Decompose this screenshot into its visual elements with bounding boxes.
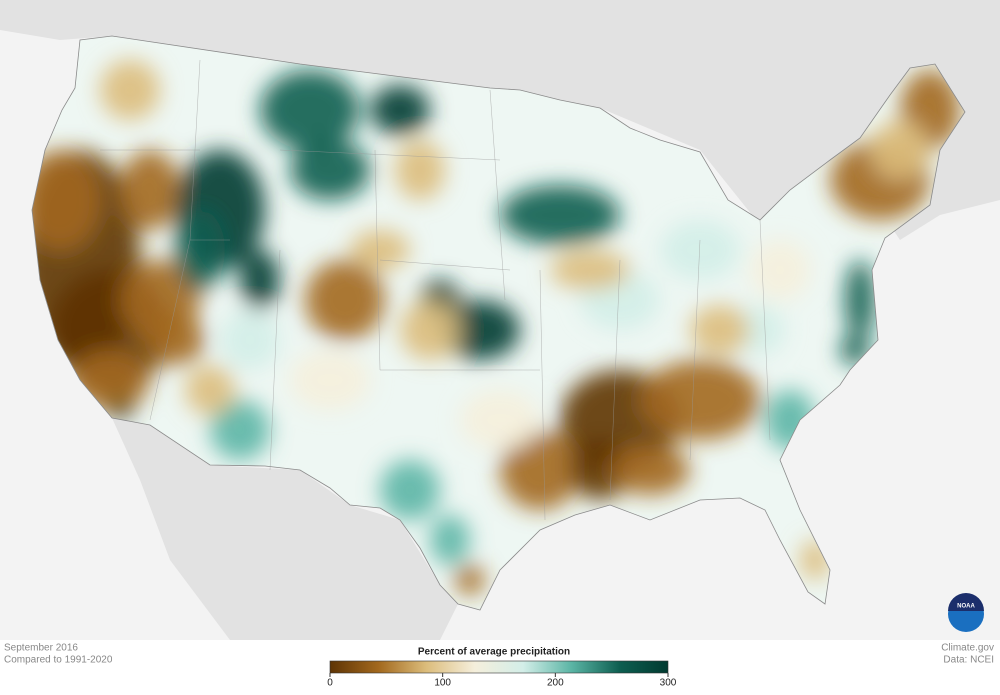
precip-blob	[460, 390, 540, 450]
precip-blob	[380, 460, 440, 520]
precip-blob	[640, 360, 760, 440]
precip-blob	[440, 300, 520, 360]
legend-ticks: 0 100 200 300	[327, 673, 677, 689]
legend-title: Percent of average precipitation	[418, 647, 570, 658]
canada	[0, 0, 1000, 240]
precip-field	[32, 60, 960, 595]
precip-blob	[185, 365, 235, 415]
precip-blob	[175, 210, 225, 290]
precip-blob	[500, 430, 580, 510]
logo-top	[948, 593, 984, 611]
legend-tick-label: 300	[660, 678, 677, 689]
legend-tick-label: 100	[434, 678, 451, 689]
precip-blob	[550, 250, 630, 290]
precip-blob	[750, 240, 810, 300]
precip-blob	[120, 150, 180, 230]
legend-tick-label: 0	[327, 678, 333, 689]
precip-blob	[370, 85, 430, 135]
precip-blob	[240, 250, 280, 310]
colorbar	[329, 660, 669, 674]
precip-blob	[735, 305, 785, 355]
precip-blob	[660, 220, 740, 280]
state-lines	[100, 59, 771, 521]
date: September 2016	[4, 643, 78, 654]
credit: Climate.gov	[941, 643, 994, 654]
precip-blob	[570, 440, 630, 500]
precip-blob	[690, 305, 750, 355]
baseline: Compared to 1991-2020	[4, 655, 113, 666]
precip-blob	[290, 350, 370, 410]
precip-blob	[395, 140, 445, 200]
mexico	[112, 418, 458, 640]
precip-blob	[220, 310, 280, 370]
precip-blob	[290, 140, 370, 200]
precip-blob	[145, 315, 205, 365]
precip-blob	[845, 260, 875, 340]
precip-blob	[260, 70, 360, 150]
source: Data: NCEI	[943, 655, 994, 666]
precip-blob	[100, 60, 160, 120]
legend-tick-label: 200	[547, 678, 564, 689]
precip-blob	[430, 515, 470, 565]
precip-blob	[400, 300, 460, 360]
precip-blob	[32, 150, 100, 250]
precip-blob	[610, 445, 690, 495]
precip-blob	[305, 260, 385, 340]
precip-blob	[500, 185, 620, 245]
precip-blob	[455, 565, 485, 595]
precip-blob	[350, 230, 410, 270]
logo-text: NOAA	[957, 604, 975, 610]
precip-blob	[870, 120, 930, 180]
precip-blob	[210, 400, 270, 460]
